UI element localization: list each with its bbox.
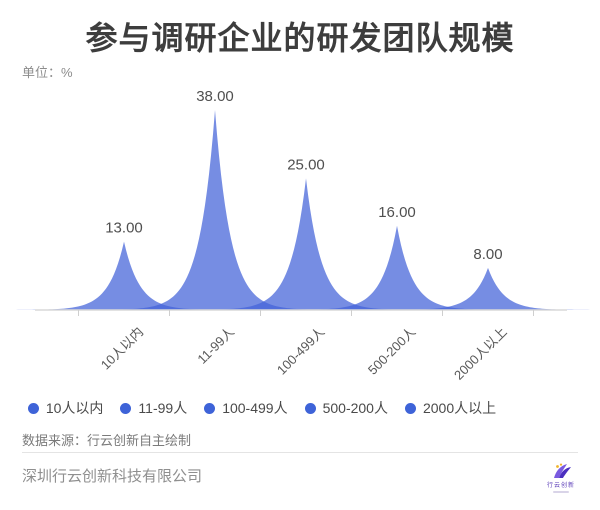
chart-plot-area: 13.00 38.00 25.00 16.00 8.00 10人以内 11-99人 100-… xyxy=(0,78,600,383)
mountain-area-1 xyxy=(97,110,333,310)
value-label-2: 25.00 xyxy=(287,156,325,173)
company-logo: 行云创新 xyxy=(540,463,582,493)
logo-dot-1 xyxy=(556,465,559,468)
legend-item-1[interactable]: 11-99人 xyxy=(120,398,187,418)
legend-dot-icon xyxy=(120,402,132,414)
chart-legend: 10人以内 11-99人 100-499人 500-200人 2000人以上 xyxy=(0,398,524,418)
legend-label: 10人以内 xyxy=(45,400,104,416)
mountain-area-4 xyxy=(370,267,600,310)
logo-subtext-placeholder xyxy=(553,491,569,493)
value-label-1: 38.00 xyxy=(196,88,234,105)
logo-text: 行云创新 xyxy=(546,483,575,489)
value-label-4: 8.00 xyxy=(473,246,502,263)
data-source-note: 数据来源：行云创新自主绘制 xyxy=(22,433,192,448)
x-axis-label-4: 2000人以上 xyxy=(451,324,510,383)
legend-dot-icon xyxy=(204,402,216,414)
logo-bird-icon xyxy=(554,463,571,478)
mountain-area-3 xyxy=(279,225,515,310)
legend-label: 11-99人 xyxy=(138,400,188,416)
logo-swoosh-light xyxy=(554,464,567,478)
legend-dot-icon xyxy=(27,402,39,414)
legend-item-4[interactable]: 2000人以上 xyxy=(404,398,497,418)
legend-item-2[interactable]: 100-499人 xyxy=(204,398,288,418)
unit-label: 单位：% xyxy=(22,65,73,80)
company-name: 深圳行云创新科技有限公司 xyxy=(22,468,203,485)
x-axis-label-2: 100-499人 xyxy=(274,324,328,378)
legend-dot-icon xyxy=(304,402,316,414)
legend-item-3[interactable]: 500-200人 xyxy=(304,398,388,418)
logo-dot-2 xyxy=(559,463,563,466)
legend-item-0[interactable]: 10人以内 xyxy=(27,398,104,418)
x-axis-labels: 10人以内 11-99人 100-499人 500-200人 2000人以上 xyxy=(0,318,600,408)
mountain-area-2 xyxy=(188,178,424,310)
legend-label: 100-499人 xyxy=(222,400,288,416)
x-axis-label-0: 10人以内 xyxy=(97,324,146,373)
page-title: 参与调研企业的研发团队规模 xyxy=(85,20,515,56)
mountain-chart-svg: 13.00 38.00 25.00 16.00 8.00 xyxy=(6,88,600,316)
x-axis-label-3: 500-200人 xyxy=(365,324,419,378)
logo-swoosh-dark xyxy=(559,467,571,478)
legend-label: 500-200人 xyxy=(322,400,388,416)
mountain-area-0 xyxy=(6,241,242,310)
legend-label: 2000人以上 xyxy=(422,400,497,416)
legend-dot-icon xyxy=(404,402,416,414)
value-label-0: 13.00 xyxy=(105,220,143,237)
value-label-3: 16.00 xyxy=(378,204,416,221)
footer-divider xyxy=(22,452,578,453)
x-axis-label-1: 11-99人 xyxy=(194,324,237,367)
